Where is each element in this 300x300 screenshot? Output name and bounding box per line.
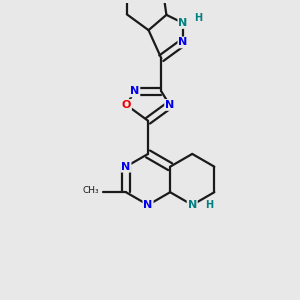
Text: N: N — [188, 200, 197, 210]
Text: N: N — [178, 18, 188, 28]
Text: N: N — [143, 200, 153, 210]
Text: CH₃: CH₃ — [82, 186, 99, 195]
Text: N: N — [130, 86, 140, 96]
Text: H: H — [205, 200, 213, 210]
Text: H: H — [194, 13, 202, 23]
Text: N: N — [178, 38, 188, 47]
Text: N: N — [165, 100, 174, 110]
Text: O: O — [122, 100, 131, 110]
Text: N: N — [121, 162, 130, 172]
